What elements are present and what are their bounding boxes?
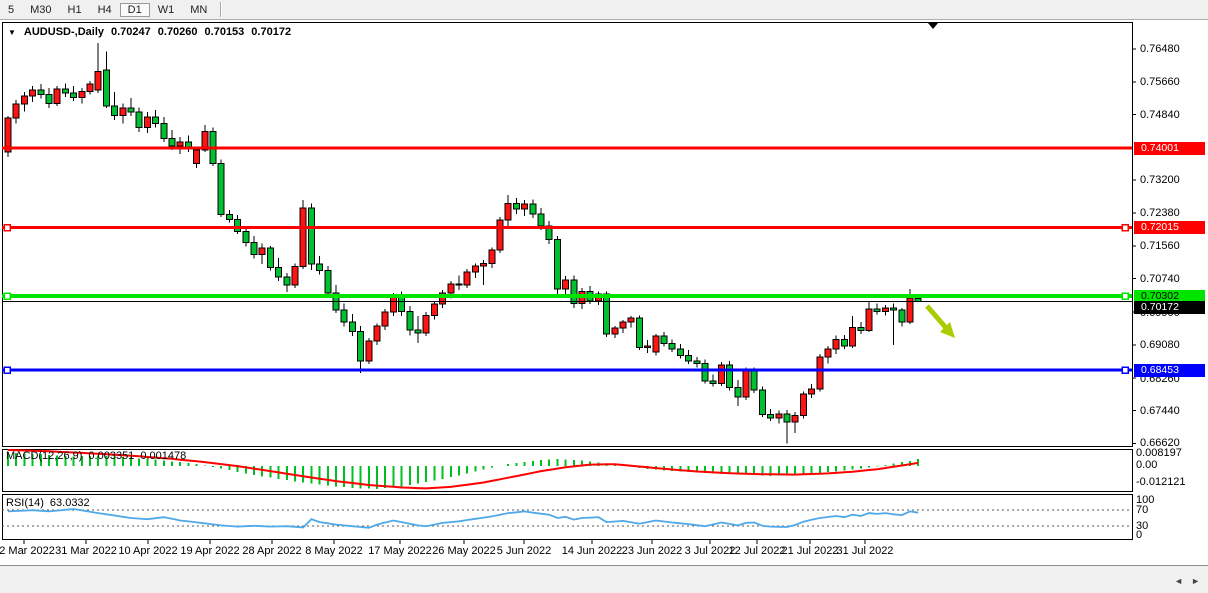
line-drag-handle[interactable] [1121, 366, 1129, 374]
ohlc-high: 0.70260 [157, 26, 198, 38]
macd-axis-0.00: 0.00 [1136, 459, 1158, 471]
price-badge-0.68453: 0.68453 [1134, 363, 1205, 377]
date-label: 23 Jun 2022 [621, 545, 683, 557]
date-label: 3 Jul 2022 [684, 545, 736, 557]
price-badge-0.72015: 0.72015 [1134, 221, 1205, 235]
price-tick-0.69080: 0.69080 [1140, 339, 1180, 351]
toolbar-separator [220, 2, 222, 17]
price-tick-0.75660: 0.75660 [1140, 75, 1180, 88]
price-tick-0.74840: 0.74840 [1140, 108, 1180, 121]
line-drag-handle[interactable] [3, 366, 11, 374]
date-label: 26 May 2022 [432, 545, 496, 557]
ohlc-open: 0.70247 [111, 26, 151, 38]
rsi-panel[interactable] [2, 494, 1133, 540]
rsi-axis-30: 30 [1136, 520, 1149, 532]
date-label: 17 May 2022 [368, 545, 432, 557]
price-tick-0.72380: 0.72380 [1140, 207, 1180, 219]
date-label: 8 May 2022 [305, 545, 363, 557]
candlestick-series [4, 43, 922, 444]
price-tick-0.73200: 0.73200 [1140, 174, 1180, 187]
price-tick-0.71560: 0.71560 [1140, 239, 1180, 252]
current-price-badge: 0.70172 [1134, 301, 1205, 315]
symbol-dropdown-icon[interactable]: ▼ [8, 27, 16, 37]
line-drag-handle[interactable] [1121, 223, 1129, 232]
tab-scroll-left-icon[interactable]: ◄ [1174, 576, 1184, 586]
chart-title: ▼ AUDUSD-,Daily 0.70247 0.70260 0.70153 … [8, 26, 291, 38]
ohlc-low: 0.70153 [204, 26, 245, 38]
price-badge-0.70302: 0.70302 [1134, 289, 1205, 303]
date-label: 5 Jun 2022 [496, 545, 552, 557]
date-label: 14 Jun 2022 [561, 545, 623, 557]
timeframe-button-d1[interactable]: D1 [119, 2, 150, 17]
timeframe-button-5[interactable]: 5 [8, 3, 15, 16]
down-arrow-annotation[interactable] [925, 304, 949, 331]
date-label: 28 Apr 2022 [242, 545, 302, 557]
macd-name: MACD(12,26,9) [6, 450, 83, 462]
timeframe-button-h4[interactable]: H4 [97, 3, 112, 16]
rsi-axis-70: 70 [1136, 504, 1149, 516]
macd-axis--0.012121: -0.012121 [1136, 476, 1186, 488]
rsi-name: RSI(14) [6, 497, 44, 509]
rsi-indicator-label: RSI(14) 63.0332 [6, 497, 90, 509]
symbol-tabbar: ◄ ► [0, 565, 1208, 593]
macd-main-value: 0.003351 [88, 450, 135, 462]
date-label: 19 Apr 2022 [180, 545, 240, 557]
symbol-period-label: AUDUSD-,Daily [23, 26, 104, 38]
price-tick-0.70740: 0.70740 [1140, 272, 1180, 285]
chart-shift-icon[interactable] [928, 23, 938, 29]
line-drag-handle[interactable] [3, 223, 11, 232]
line-drag-handle[interactable] [1121, 292, 1129, 300]
price-tick-0.66620: 0.66620 [1140, 437, 1180, 450]
price-tick-0.76480: 0.76480 [1140, 43, 1180, 55]
timeframe-toolbar[interactable]: 5 M30 H1 H4 D1 W1 MN [0, 0, 1208, 20]
tab-scroll-right-icon[interactable]: ► [1191, 576, 1200, 586]
macd-axis-0.008197: 0.008197 [1136, 447, 1182, 459]
ohlc-close: 0.70172 [251, 26, 292, 38]
date-label: 22 Mar 2022 [0, 545, 55, 557]
date-label: 31 Mar 2022 [55, 545, 117, 557]
price-tick-0.67440: 0.67440 [1140, 404, 1180, 417]
date-label: 10 Apr 2022 [118, 545, 178, 557]
rsi-value: 63.0332 [49, 497, 90, 509]
macd-signal-line [7, 449, 919, 490]
rsi-axis-100: 100 [1136, 494, 1155, 506]
main-chart-panel[interactable] [2, 22, 1133, 447]
rsi-axis-0: 0 [1136, 529, 1143, 541]
timeframe-button-w1[interactable]: W1 [157, 3, 175, 16]
down-arrow-annotation-head[interactable] [940, 322, 955, 338]
date-label: 12 Jul 2022 [728, 545, 786, 557]
macd-indicator-label: MACD(12,26,9) 0.003351 0.001478 [6, 450, 186, 462]
date-label: 31 Jul 2022 [836, 545, 894, 557]
price-badge-0.74001: 0.74001 [1134, 141, 1205, 155]
timeframe-button-m30[interactable]: M30 [30, 3, 52, 16]
line-drag-handle[interactable] [3, 292, 11, 300]
timeframe-button-mn[interactable]: MN [190, 3, 208, 16]
macd-panel[interactable] [2, 449, 1133, 492]
timeframe-button-h1[interactable]: H1 [67, 3, 82, 16]
rsi-line [7, 508, 919, 529]
tab-scrollers: ◄ ► [1174, 576, 1208, 593]
macd-signal-value: 0.001478 [140, 450, 187, 462]
date-label: 21 Jul 2022 [781, 545, 839, 557]
